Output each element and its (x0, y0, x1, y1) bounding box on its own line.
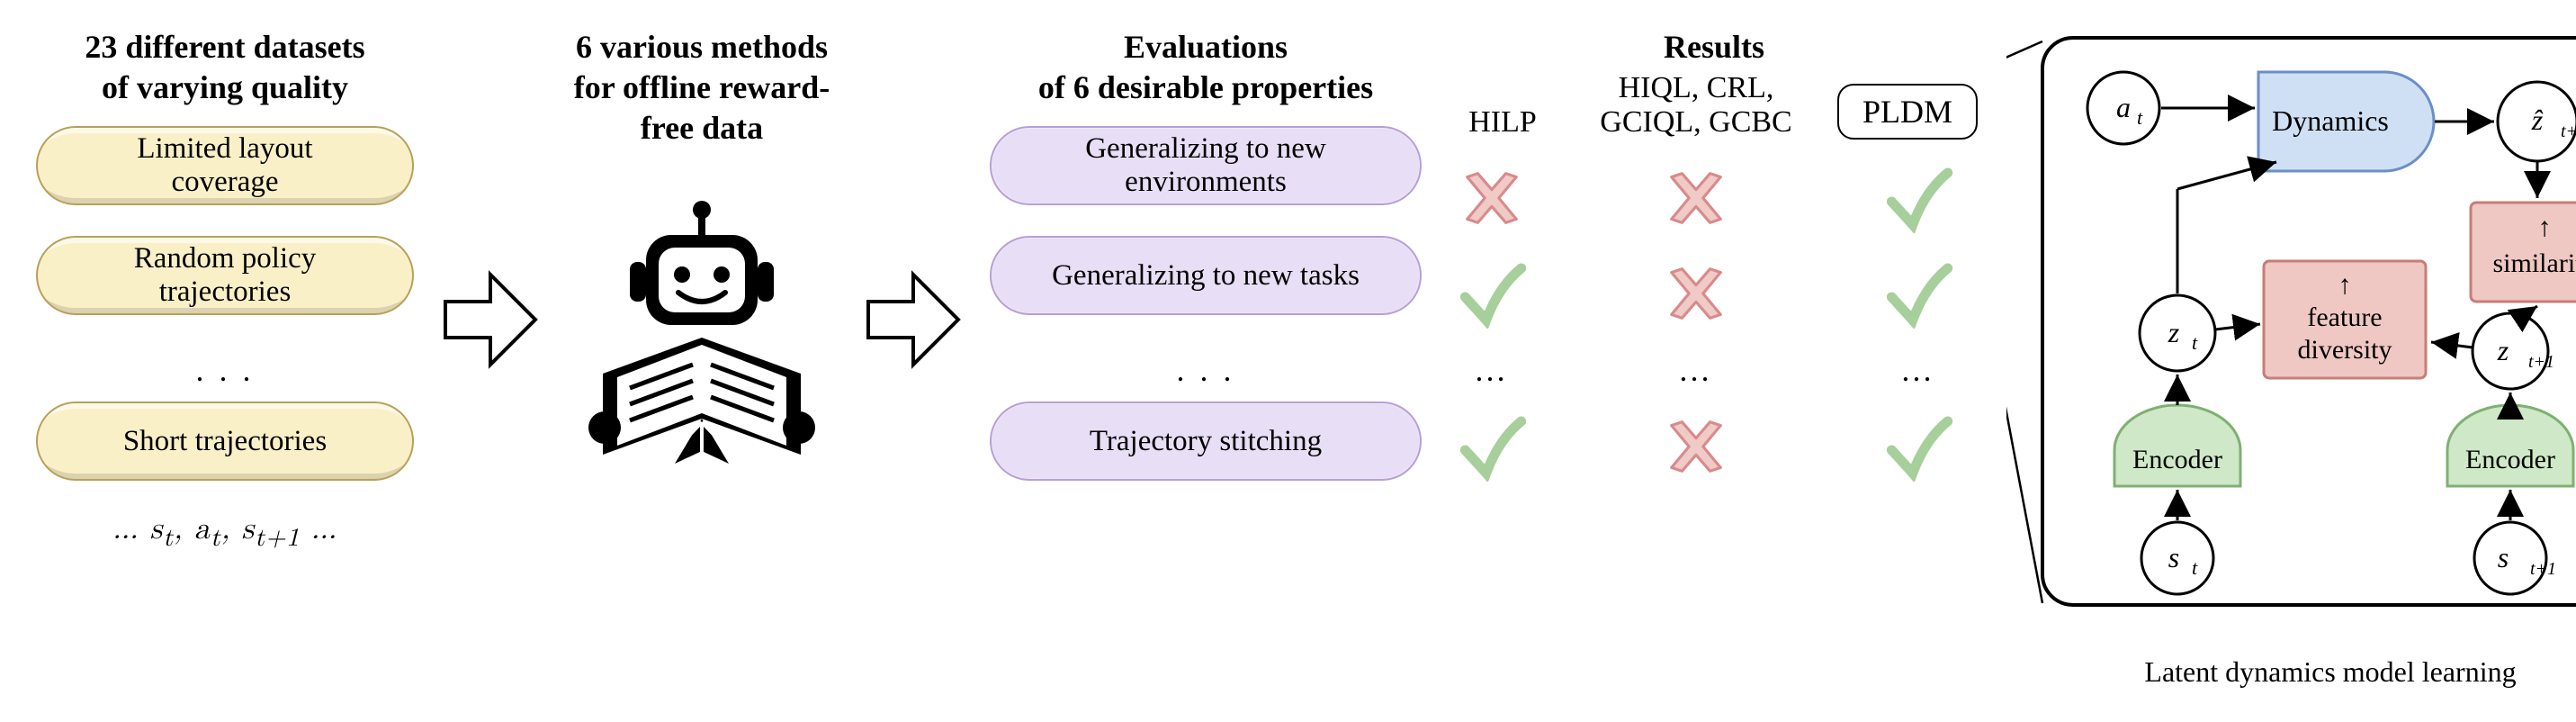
check-icon (1457, 411, 1527, 482)
diagram-caption: Latent dynamics model learning (2144, 655, 2516, 689)
figure-root: 23 different datasets of varying quality… (0, 0, 2576, 722)
diagram-column: a t Dynamics ẑ t+1 ↑ similarity ↑ featur… (2006, 27, 2576, 689)
datasets-heading-l2: of varying quality (102, 69, 348, 105)
cross-icon (1661, 163, 1731, 233)
methods-heading-l2: for offline reward- (574, 69, 830, 105)
eval-pill: Trajectory stitching (990, 402, 1422, 481)
dataset-pill-label: Limited layout coverage (137, 132, 312, 199)
dataset-pill-label: Short trajectories (123, 425, 327, 458)
svg-text:Encoder: Encoder (2465, 445, 2555, 474)
flow-arrow-icon (864, 261, 963, 378)
svg-text:similarity: similarity (2493, 248, 2576, 278)
check-icon (1883, 258, 1953, 329)
marks-col-group: … (1588, 163, 1804, 482)
results-marks-grid: … … … (1442, 163, 1986, 482)
results-col-header-group: HIQL, CRL, GCIQL, GCBC (1588, 71, 1804, 140)
evals-heading-l1: Evaluations (1124, 29, 1288, 65)
dataset-pill: Random policy trajectories (36, 236, 414, 315)
svg-text:t: t (2192, 556, 2198, 579)
svg-text:feature: feature (2307, 302, 2382, 332)
check-icon (1457, 258, 1527, 329)
svg-text:ẑ: ẑ (2531, 104, 2544, 136)
cross-icon (1457, 163, 1527, 233)
eval-pill: Generalizing to new environments (990, 126, 1422, 205)
check-icon (1883, 411, 1953, 482)
eval-pill-label: Trajectory stitching (1090, 425, 1322, 458)
results-header-row: HILP HIQL, CRL, GCIQL, GCBC PLDM (1453, 71, 1975, 140)
evals-heading: Evaluations of 6 desirable properties (1038, 27, 1373, 108)
datasets-heading-l1: 23 different datasets (85, 29, 364, 65)
pldm-label: PLDM (1862, 94, 1952, 130)
dataset-pill: Short trajectories (36, 402, 414, 481)
datasets-heading: 23 different datasets of varying quality (85, 27, 364, 108)
svg-text:s: s (2168, 541, 2179, 573)
ellipsis: . . . (196, 351, 255, 389)
results-column: Results HILP HIQL, CRL, GCIQL, GCBC PLDM… (1449, 27, 1979, 482)
svg-text:t+1: t+1 (2530, 559, 2556, 579)
results-col-header-hilp: HILP (1453, 105, 1552, 140)
svg-text:t+1: t+1 (2561, 122, 2576, 141)
svg-text:z: z (2168, 316, 2180, 348)
pldm-box: PLDM (1837, 84, 1978, 140)
svg-text:t: t (2137, 106, 2143, 129)
sequence-math: … st, at, st+1 … (112, 511, 337, 554)
robot-reading-icon (567, 194, 837, 491)
hilp-label: HILP (1468, 105, 1537, 140)
datasets-column: 23 different datasets of varying quality… (36, 27, 414, 554)
dataset-pill-label: Random policy trajectories (134, 242, 317, 309)
methods-heading: 6 various methods for offline reward- fr… (574, 27, 830, 149)
eval-pill-label: Generalizing to new environments (1085, 132, 1326, 199)
ellipsis: … (1474, 354, 1510, 386)
svg-text:t+1: t+1 (2528, 352, 2554, 372)
results-col-header-pldm: PLDM (1840, 84, 1975, 140)
svg-text:s: s (2498, 541, 2509, 573)
svg-text:Encoder: Encoder (2132, 445, 2222, 474)
check-icon (1883, 163, 1953, 233)
ellipsis: … (1900, 354, 1936, 386)
svg-text:diversity: diversity (2298, 335, 2392, 365)
evals-column: Evaluations of 6 desirable properties Ge… (990, 27, 1422, 511)
svg-text:↑: ↑ (2338, 270, 2352, 300)
group-label-l1: HIQL, CRL, (1619, 71, 1774, 105)
results-heading-text: Results (1664, 29, 1764, 65)
cross-icon (1661, 411, 1731, 482)
marks-col-hilp: … (1442, 163, 1541, 482)
dataset-pill: Limited layout coverage (36, 126, 414, 205)
svg-text:Dynamics: Dynamics (2272, 104, 2389, 137)
latent-dynamics-diagram: a t Dynamics ẑ t+1 ↑ similarity ↑ featur… (2006, 27, 2576, 648)
flow-arrow-icon (441, 261, 540, 378)
svg-text:a: a (2116, 91, 2131, 123)
ellipsis: . . . (1177, 351, 1235, 389)
results-heading: Results (1664, 27, 1764, 68)
svg-text:z: z (2497, 334, 2509, 366)
methods-column: 6 various methods for offline reward- fr… (567, 27, 837, 491)
marks-col-pldm: … (1851, 163, 1986, 482)
svg-text:↑: ↑ (2538, 212, 2552, 242)
group-label-l2: GCIQL, GCBC (1600, 105, 1791, 140)
evals-heading-l2: of 6 desirable properties (1038, 69, 1373, 105)
cross-icon (1661, 258, 1731, 329)
svg-text:t: t (2192, 331, 2198, 354)
eval-pill: Generalizing to new tasks (990, 236, 1422, 315)
ellipsis: … (1678, 354, 1714, 386)
eval-pill-label: Generalizing to new tasks (1052, 259, 1360, 293)
methods-heading-l1: 6 various methods (576, 29, 828, 65)
methods-heading-l3: free data (641, 110, 763, 146)
